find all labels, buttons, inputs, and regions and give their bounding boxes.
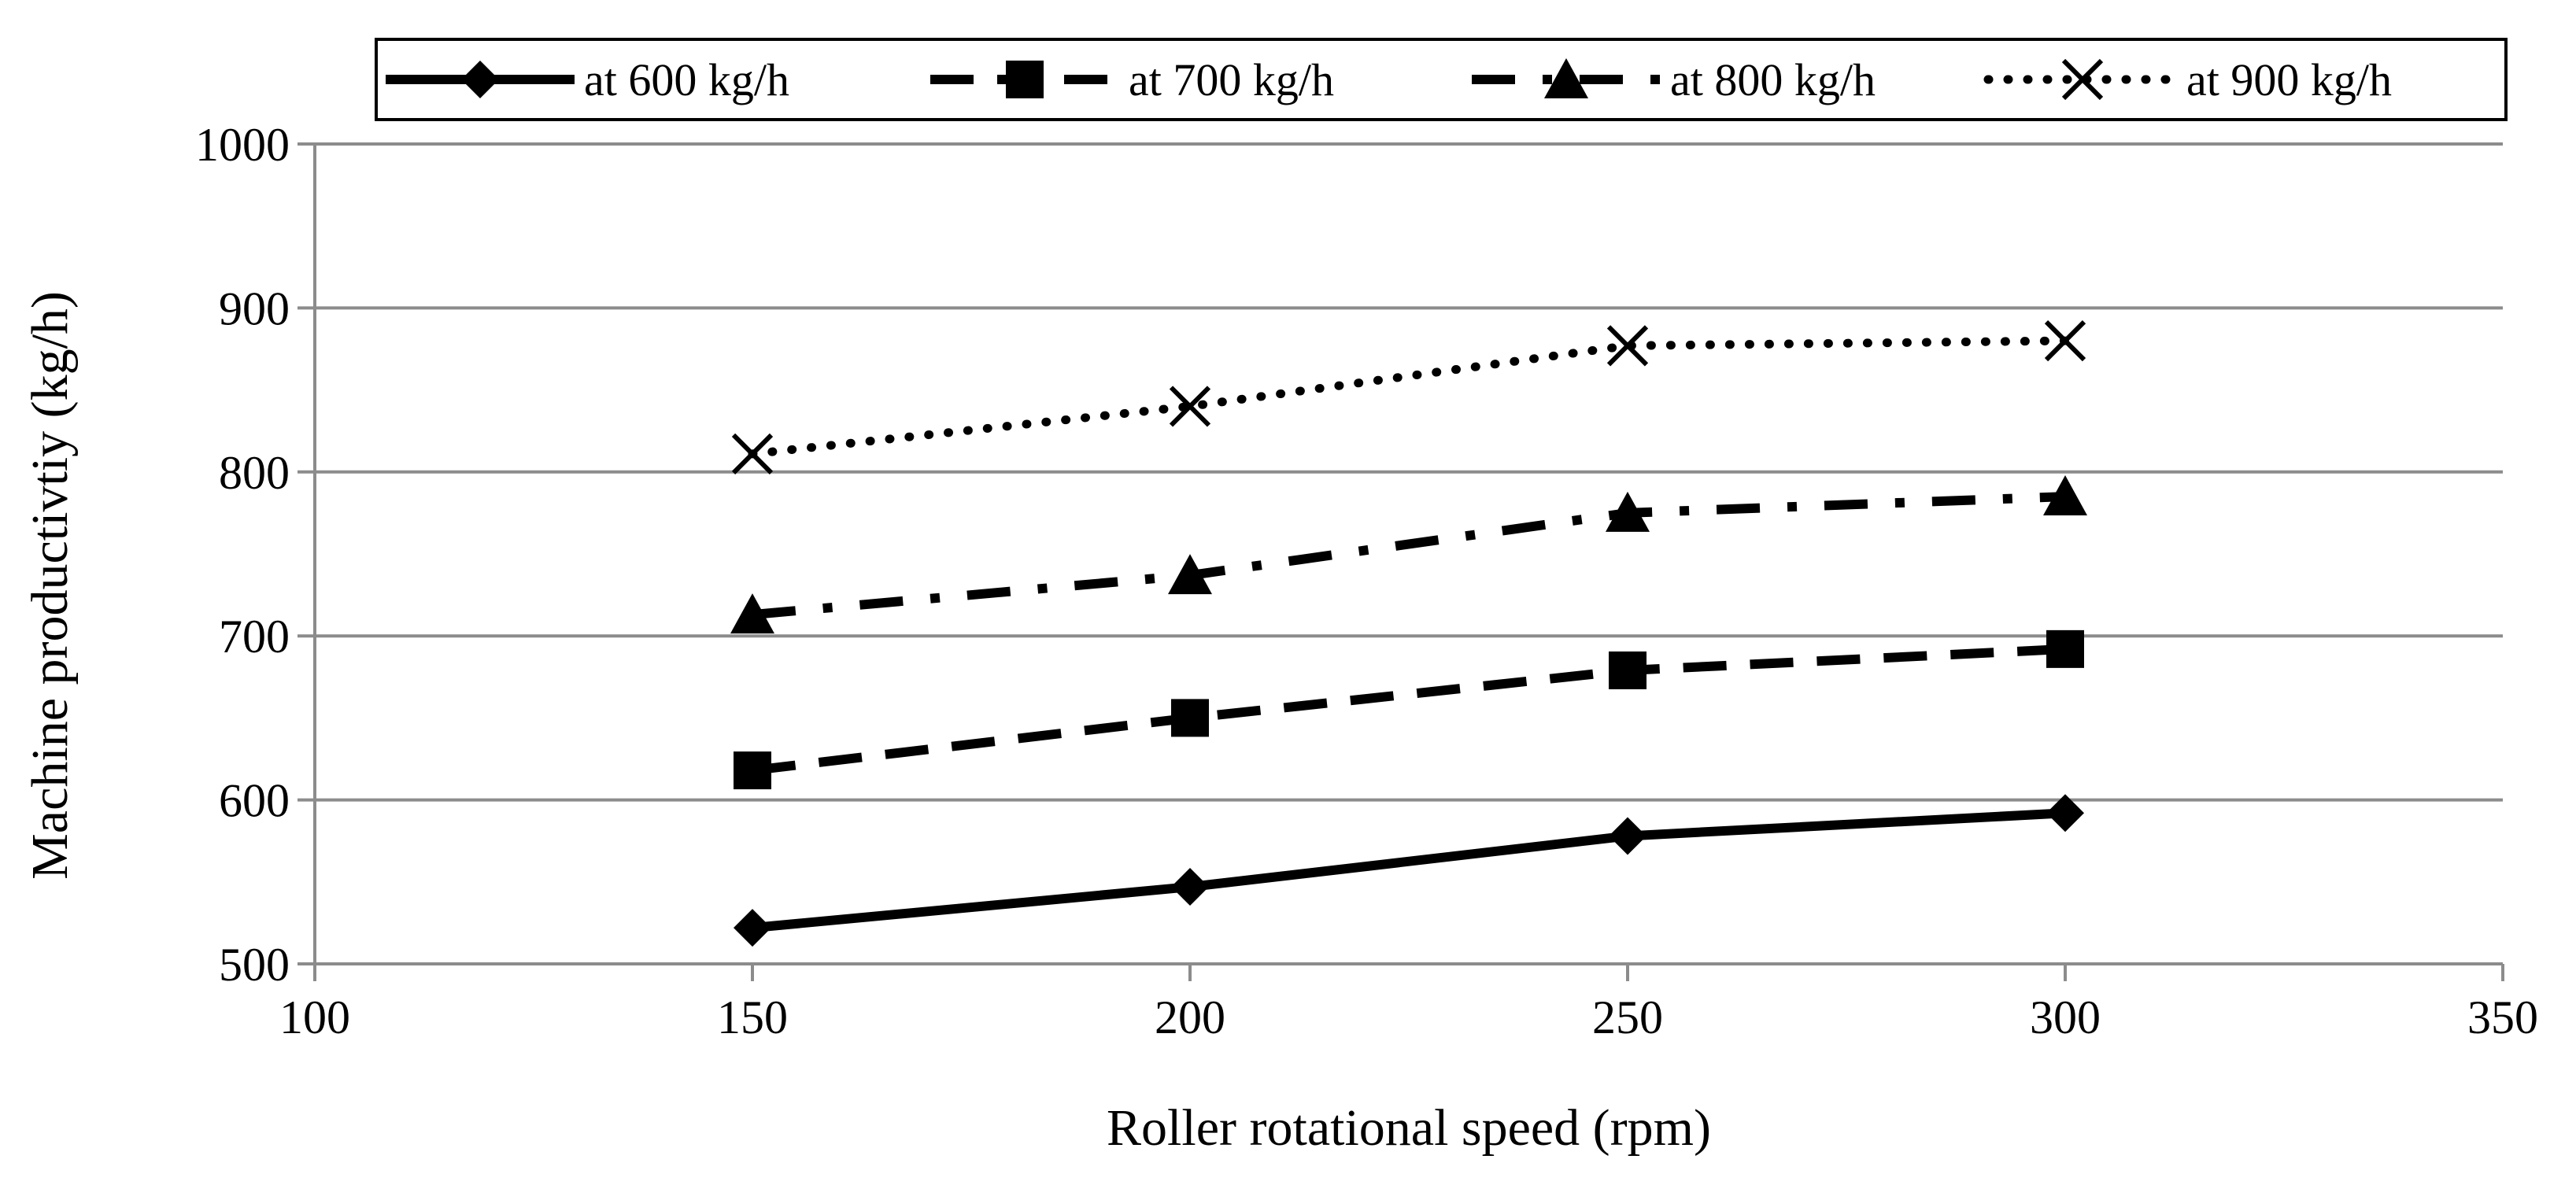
data-point-s4-250	[1606, 325, 1649, 367]
data-point-s1-200	[1171, 868, 1209, 906]
grid-layer	[315, 142, 2503, 802]
y-tick-label-800: 800	[219, 447, 290, 499]
legend-entry-4: at 900 kg/h	[1983, 54, 2392, 105]
x-axis-title: Roller rotational speed (rpm)	[1107, 1099, 1711, 1157]
x-tick-label-350: 350	[2467, 991, 2538, 1043]
series-4	[731, 319, 2086, 474]
legend-entry-1: at 600 kg/h	[386, 54, 789, 105]
legend-entries: at 600 kg/h at 700 kg/h at 800 kg/h at 900 …	[386, 54, 2392, 105]
x-tick-label-200: 200	[1155, 991, 1225, 1043]
y-tick-label-500: 500	[219, 939, 290, 991]
data-point-s2-200	[1171, 699, 1209, 737]
data-point-s4-200-b	[1169, 386, 1211, 427]
data-point-s3-200	[1168, 554, 1212, 595]
x-tick-label-100: 100	[279, 991, 350, 1043]
axis-layer: 500 600 700 800 900 1000 100 150 200 250 300 350	[195, 119, 2538, 1043]
y-tick-label-600: 600	[219, 775, 290, 827]
series-3	[730, 475, 2087, 634]
data-point-s2-150	[734, 751, 771, 790]
data-point-s1-300	[2046, 794, 2084, 832]
data-point-s4-200	[1169, 386, 1211, 427]
x-tick-label-250: 250	[1592, 991, 1663, 1043]
series-line-4	[748, 336, 2070, 459]
y-tick-label-1000: 1000	[195, 119, 290, 171]
data-point-s2-300	[2046, 629, 2084, 668]
data-point-s1-150	[734, 909, 771, 947]
data-point-s4-300-b	[2044, 319, 2086, 362]
data-point-s2-250	[1609, 651, 1646, 689]
legend-marker-4-b	[2061, 58, 2104, 101]
legend-marker-1	[461, 61, 499, 98]
legend-marker-2	[1006, 61, 1044, 98]
legend-entry-2: at 700 kg/h	[930, 54, 1334, 105]
legend-marker-4	[2061, 58, 2104, 101]
data-point-s4-150-b	[731, 433, 774, 474]
y-axis-title: Machine productivtiy (kg/h)	[21, 291, 79, 880]
legend-label-2: at 700 kg/h	[1129, 54, 1334, 105]
x-tick-label-150: 150	[717, 991, 788, 1043]
legend-entry-3: at 800 kg/h	[1472, 54, 1876, 105]
legend-label-4: at 900 kg/h	[2186, 54, 2392, 105]
series-line-1	[752, 808, 2066, 933]
data-point-s4-150	[731, 433, 774, 474]
legend: at 600 kg/h at 700 kg/h at 800 kg/h at 900 …	[375, 38, 2508, 121]
series-layer	[730, 319, 2087, 947]
data-point-s4-300	[2044, 319, 2086, 362]
legend-label-3: at 800 kg/h	[1670, 54, 1876, 105]
data-point-s1-250	[1609, 817, 1646, 855]
data-point-s3-150	[730, 593, 774, 634]
legend-marker-3	[1544, 58, 1588, 98]
series-line-2	[752, 644, 2066, 776]
data-point-s4-250-b	[1606, 325, 1649, 367]
legend-label-1: at 600 kg/h	[584, 54, 789, 105]
x-tick-label-300: 300	[2030, 991, 2101, 1043]
series-2	[734, 629, 2084, 790]
y-tick-label-900: 900	[219, 282, 290, 334]
series-line-3	[752, 492, 2066, 620]
y-tick-label-700: 700	[219, 611, 290, 663]
data-point-s3-250	[1606, 491, 1650, 532]
legend-box	[375, 38, 2508, 121]
series-1	[734, 794, 2084, 947]
data-point-s3-300	[2043, 475, 2087, 516]
